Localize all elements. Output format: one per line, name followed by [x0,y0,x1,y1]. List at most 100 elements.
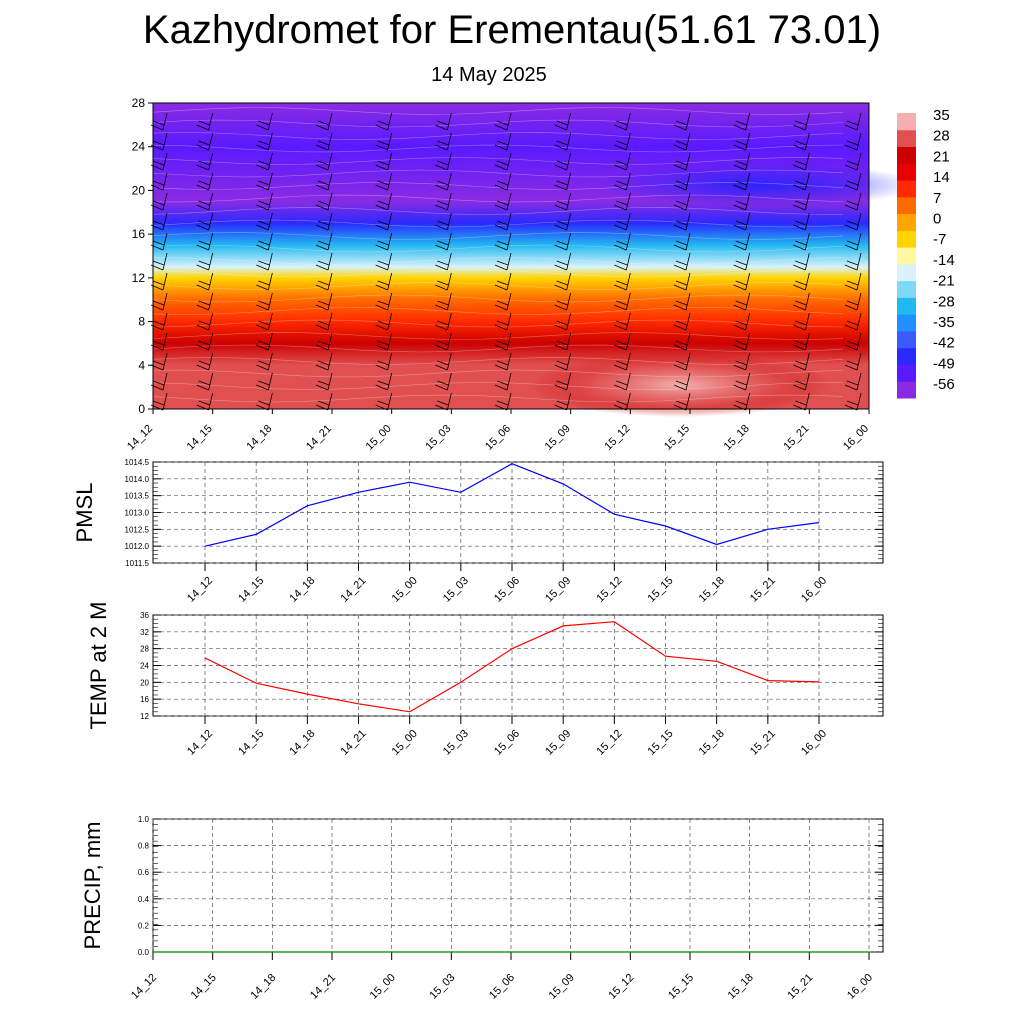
wind-barb [673,352,691,371]
heatmap-ytick-label: 24 [132,140,146,154]
heatmap-ytick-label: 8 [138,315,145,329]
wind-barb [733,132,751,151]
heatmap-ytick-label: 20 [132,183,146,197]
wind-barb [315,132,333,151]
colorbar-swatch [897,297,916,315]
precip-xtick-label: 15_09 [547,972,577,1002]
wind-barb [435,172,452,191]
wind-barb [614,332,631,351]
colorbar-swatch [897,314,916,332]
precip-xtick-label: 15_03 [427,972,457,1002]
temp-xtick-label: 15_06 [492,728,522,758]
wind-barb [315,272,333,291]
wind-barb [315,372,333,391]
wind-barb [733,372,751,391]
heatmap-xtick-label: 15_06 [483,423,513,453]
temp-xtick-label: 15_21 [748,728,778,758]
wind-barb [494,372,512,391]
wind-barb [844,212,862,231]
pmsl-xtick-label: 14_15 [236,575,266,605]
wind-barb [435,352,452,371]
wind-barb [494,292,512,311]
wind-barb [196,172,214,191]
precip-ytick-label: 0.4 [138,895,150,904]
wind-barb [375,372,393,391]
wind-barb [435,132,452,151]
wind-barb [256,132,273,151]
heatmap-xtick-label: 14_12 [125,423,155,453]
wind-barb [793,132,810,151]
pmsl-ytick-label: 1012.5 [125,525,150,534]
temp-xtick-label: 14_12 [185,728,215,758]
pmsl-ylabel: PMSL [72,483,97,543]
wind-barb [196,312,214,331]
wind-barb [793,112,810,131]
wind-barb [375,352,393,371]
precip-xtick-label: 14_15 [189,972,219,1002]
heatmap-xtick-label: 15_15 [662,423,692,453]
contour-line [152,132,844,140]
pmsl-xtick-label: 14_18 [287,575,317,605]
wind-barb [375,152,393,171]
temp-xtick-label: 16_00 [799,728,829,758]
wind-barb [844,332,862,351]
wind-barb [554,152,572,171]
precip-xtick-label: 15_15 [666,972,696,1002]
pmsl-xtick-label: 15_21 [748,575,778,605]
wind-barb [435,232,452,251]
wind-barb [844,152,862,171]
wind-barb [435,152,452,171]
precip-ytick-label: 0.2 [138,921,150,930]
contour-line [152,257,844,265]
heatmap-xtick-label: 15_03 [423,423,453,453]
wind-barb [196,232,214,251]
wind-barb [494,332,512,351]
contour-line [152,344,844,353]
pmsl-xtick-label: 15_12 [594,575,624,605]
wind-barb [554,112,572,131]
temp-ytick-label: 28 [140,645,149,654]
wind-barb [793,252,810,271]
precip-xtick-label: 15_06 [487,972,517,1002]
pmsl-xtick-label: 14_12 [185,575,215,605]
colorbar-swatch [897,347,916,365]
wind-barb [375,132,393,151]
pmsl-xtick-label: 15_03 [441,575,471,605]
heatmap-ytick-label: 4 [138,358,145,372]
wind-barb [196,112,214,131]
pmsl-xtick-label: 15_18 [697,575,727,605]
wind-barb [435,212,452,231]
wind-barb [733,152,751,171]
pmsl-xtick-label: 15_06 [492,575,522,605]
wind-barb [375,112,393,131]
colorbar-swatch [897,113,916,131]
wind-barb [435,252,452,271]
wind-barb [733,312,751,331]
pmsl-ytick-label: 1014.5 [125,458,150,467]
wind-barb [494,212,512,231]
wind-barb [554,172,572,191]
wind-barb [673,312,691,331]
heatmap-ytick-label: 16 [132,227,146,241]
wind-barb [435,272,452,291]
colorbar-swatch [897,247,916,265]
contour-line [152,182,844,190]
wind-barb [673,152,691,171]
heatmap-ytick-label: 12 [132,271,146,285]
colorbar-swatch [897,180,916,198]
wind-barb [315,112,333,131]
wind-barb [673,292,691,311]
pmsl-ytick-label: 1013.5 [125,492,150,501]
temp-ylabel: TEMP at 2 M [86,602,111,730]
wind-barb [614,352,631,371]
wind-barb [196,132,214,151]
wind-barb [844,172,862,191]
wind-barb [494,192,512,211]
wind-barb [494,272,512,291]
pmsl-xtick-label: 15_15 [646,575,676,605]
wind-barb [673,132,691,151]
pmsl-ytick-label: 1012.0 [125,542,150,551]
wind-barb [554,212,572,231]
wind-barb [256,272,273,291]
wind-barb [793,192,810,211]
